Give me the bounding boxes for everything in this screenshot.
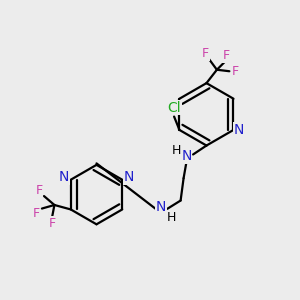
Text: F: F [49,217,56,230]
Text: N: N [182,149,192,163]
Text: F: F [32,207,40,220]
Text: H: H [167,211,176,224]
Text: F: F [35,184,43,197]
Text: N: N [234,123,244,137]
Text: N: N [124,170,134,184]
Text: F: F [232,65,239,78]
Text: F: F [223,49,230,62]
Text: Cl: Cl [167,100,181,115]
Text: F: F [202,47,209,60]
Text: N: N [59,170,69,184]
Text: H: H [172,143,182,157]
Text: N: N [155,200,166,214]
